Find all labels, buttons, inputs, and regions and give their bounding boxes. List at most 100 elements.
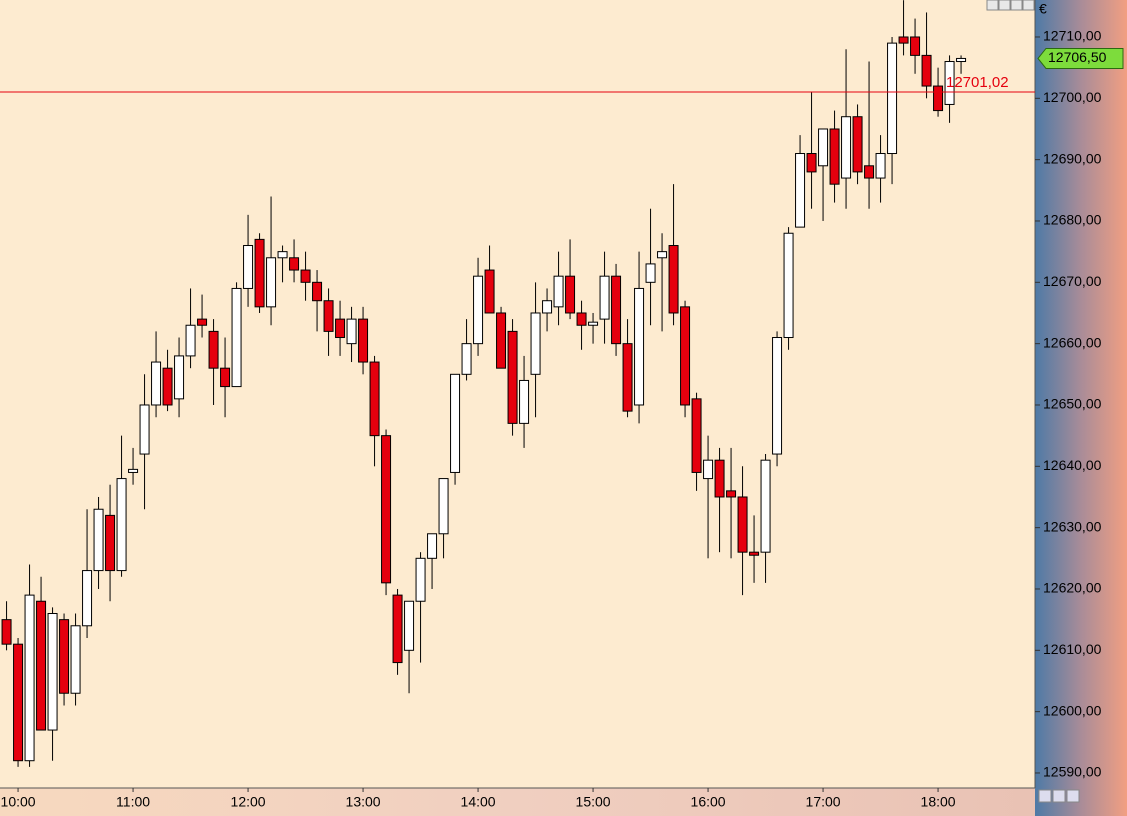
candle-body — [484, 269, 495, 314]
y-tick-label: 12680,00 — [1043, 212, 1102, 228]
candle-body — [116, 478, 127, 572]
y-tick-label: 12630,00 — [1043, 518, 1102, 534]
candle-body — [852, 116, 863, 173]
candle-body — [369, 361, 380, 437]
scroll-buttons — [1038, 789, 1080, 803]
candle-body — [358, 318, 369, 363]
scroll-button[interactable] — [1038, 789, 1052, 803]
y-tick-label: 12640,00 — [1043, 457, 1102, 473]
candle-body — [335, 318, 346, 339]
toolbar-button[interactable] — [1022, 0, 1035, 11]
currency: € — [1039, 1, 1047, 17]
candle-body — [162, 367, 173, 406]
candle-body — [680, 306, 691, 406]
candle-body — [542, 300, 553, 314]
candle-body — [898, 36, 909, 44]
reference-label: 12701,02 — [946, 74, 1009, 91]
candle-body — [243, 245, 254, 289]
candle-body — [887, 42, 898, 155]
candle-body — [933, 85, 944, 112]
candle-body — [519, 379, 530, 424]
toolbar-button[interactable] — [998, 0, 1011, 11]
candle-body — [737, 496, 748, 553]
candle-body — [921, 54, 932, 87]
candle-body — [645, 263, 656, 283]
candle-body — [82, 570, 93, 627]
candle-body — [714, 459, 725, 498]
candle-body — [174, 355, 185, 400]
candle-body — [450, 373, 461, 473]
toolbar-button[interactable] — [986, 0, 999, 11]
candle-body — [70, 625, 81, 694]
candle-body — [726, 490, 737, 498]
candle-body — [507, 330, 518, 424]
scroll-button[interactable] — [1052, 789, 1066, 803]
candle-body — [875, 153, 886, 179]
y-tick-label: 12620,00 — [1043, 580, 1102, 596]
x-tick-label: 13:00 — [346, 794, 381, 810]
candle-body — [910, 36, 921, 56]
candle-body — [323, 300, 334, 332]
last-price-badge — [1037, 47, 1124, 69]
y-tick-label: 12660,00 — [1043, 334, 1102, 350]
candle-body — [392, 594, 403, 664]
candle-body — [312, 281, 323, 302]
candle-body — [197, 318, 208, 326]
candle-body — [438, 478, 449, 535]
candle-body — [151, 361, 162, 406]
y-tick-label: 12710,00 — [1043, 28, 1102, 44]
candle-body — [473, 275, 484, 345]
y-tick-label: 12650,00 — [1043, 396, 1102, 412]
scroll-button[interactable] — [1066, 789, 1080, 803]
candle-body — [59, 619, 70, 694]
candle-body — [657, 251, 668, 259]
y-tick-label: 12690,00 — [1043, 150, 1102, 166]
candle-body — [300, 269, 311, 283]
candle-body — [427, 533, 438, 559]
candle-body — [415, 557, 426, 602]
candle-body — [944, 61, 955, 105]
candle-body — [128, 468, 139, 473]
candle-body — [703, 459, 714, 480]
candle-body — [760, 459, 771, 553]
candle-body — [93, 508, 104, 572]
candle-body — [346, 318, 357, 345]
candle-body — [772, 337, 783, 455]
candle-body — [864, 165, 875, 179]
candle-body — [381, 435, 392, 584]
candle-body — [277, 251, 288, 259]
toolbar-button[interactable] — [1010, 0, 1023, 11]
candle-body — [530, 312, 541, 375]
candle-body — [461, 343, 472, 375]
candle-body — [749, 551, 760, 556]
candle-body — [611, 275, 622, 345]
candle-body — [829, 128, 840, 185]
x-tick-label: 12:00 — [231, 794, 266, 810]
candle-body — [668, 245, 679, 314]
x-tick-label: 15:00 — [576, 794, 611, 810]
candle-body — [24, 594, 35, 762]
y-tick-label: 12700,00 — [1043, 89, 1102, 105]
candle-body — [254, 238, 265, 308]
candle-body — [841, 116, 852, 179]
candle-body — [634, 287, 645, 406]
candle-body — [599, 275, 610, 320]
last-price-label: 12706,50 — [1048, 49, 1107, 65]
x-tick-label: 14:00 — [461, 794, 496, 810]
candle-body — [956, 57, 967, 63]
candle-body — [289, 257, 300, 271]
toolbar — [986, 0, 1035, 11]
x-tick-label: 10:00 — [1, 794, 36, 810]
candle-body — [139, 404, 150, 455]
candle-body — [795, 153, 806, 228]
x-tick-label: 18:00 — [921, 794, 956, 810]
candle-body — [208, 330, 219, 369]
candle-body — [185, 324, 196, 357]
x-tick-label: 11:00 — [116, 794, 150, 810]
candle-body — [553, 275, 564, 308]
x-tick-label: 17:00 — [806, 794, 841, 810]
candle-body — [231, 287, 242, 388]
candle-body — [36, 600, 47, 731]
candle-body — [13, 643, 24, 762]
